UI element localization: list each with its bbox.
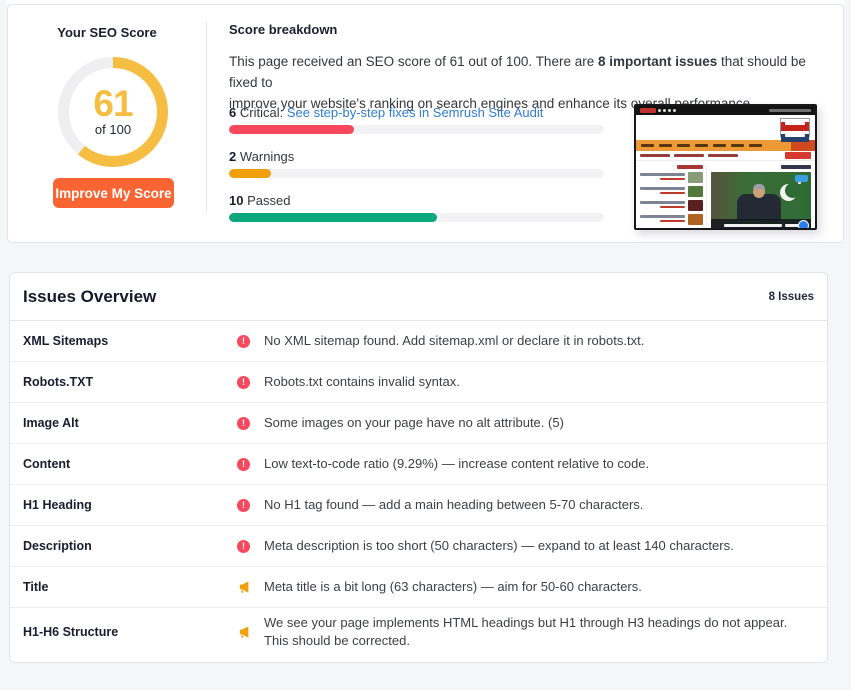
- critical-error-icon: !: [237, 457, 250, 471]
- issue-row-h1-h6-structure: H1-H6 Structure We see your page impleme…: [23, 615, 788, 648]
- warnings-bar: [229, 169, 604, 178]
- seo-score-max: of 100: [94, 122, 132, 137]
- seo-score-card: Your SEO Score 61 of 100 Improve My Scor…: [7, 4, 844, 243]
- issue-row-content: Content ! Low text-to-code ratio (9.29%)…: [10, 444, 827, 485]
- flag-crescent: [780, 183, 800, 201]
- thumb-nav-bar: [636, 140, 815, 151]
- issue-row-robots-txt: Robots.TXT ! Robots.txt contains invalid…: [10, 362, 827, 403]
- thumb-main-story: [710, 165, 811, 228]
- critical-error-icon: !: [237, 498, 250, 512]
- thumb-news-ticker: [636, 151, 815, 161]
- issue-row-image-alt: Image Alt ! Some images on your page hav…: [10, 403, 827, 444]
- issues-overview-card: Issues Overview 8 Issues XML Sitemaps ! …: [9, 272, 828, 663]
- site-audit-link[interactable]: See step-by-step fixes in Semrush Site A…: [286, 105, 544, 120]
- issue-row-h1-heading: H1 Heading ! No H1 tag found — add a mai…: [10, 485, 827, 526]
- passed-bar-label: 10 Passed: [229, 193, 291, 208]
- breakdown-title: Score breakdown: [229, 22, 338, 37]
- issues-title: Issues Overview: [23, 286, 157, 306]
- thumb-article-list: [640, 165, 707, 226]
- score-card-title: Your SEO Score: [57, 25, 157, 40]
- thumb-site-logo: [780, 118, 810, 142]
- issue-row-xml-sitemaps: XML Sitemaps ! No XML sitemap found. Add…: [10, 321, 827, 362]
- card-divider: [206, 21, 207, 213]
- chat-bubble-icon: [798, 220, 809, 228]
- thumb-topbar: [636, 106, 815, 115]
- warning-megaphone-icon: [239, 626, 249, 638]
- warnings-bar-label: 2 Warnings: [229, 149, 295, 164]
- critical-error-icon: !: [237, 375, 250, 389]
- issue-row-description: Description ! Meta description is too sh…: [10, 526, 827, 567]
- seo-score-gauge: 61 of 100: [58, 57, 168, 167]
- site-thumbnail: [634, 104, 817, 230]
- passed-bar: [229, 213, 604, 222]
- previous-section-edge: [7, 0, 844, 4]
- seo-score-value: 61: [93, 83, 133, 124]
- thumb-photo: [710, 172, 811, 228]
- improve-score-button[interactable]: Improve My Score: [53, 178, 174, 208]
- warning-megaphone-icon: [239, 581, 249, 593]
- issues-header: Issues Overview 8 Issues: [10, 273, 827, 321]
- issue-row-title: Title Meta title is a bit long (63 chara…: [10, 567, 827, 608]
- critical-error-icon: !: [237, 416, 250, 430]
- issues-count-badge: 8 Issues: [768, 290, 814, 303]
- critical-bar: [229, 125, 604, 134]
- critical-bar-label: 6 Critical: See step-by-step fixes in Se…: [229, 105, 544, 120]
- critical-error-icon: !: [237, 539, 250, 553]
- critical-error-icon: !: [237, 334, 250, 348]
- breakdown-summary: This page received an SEO score of 61 ou…: [229, 54, 806, 111]
